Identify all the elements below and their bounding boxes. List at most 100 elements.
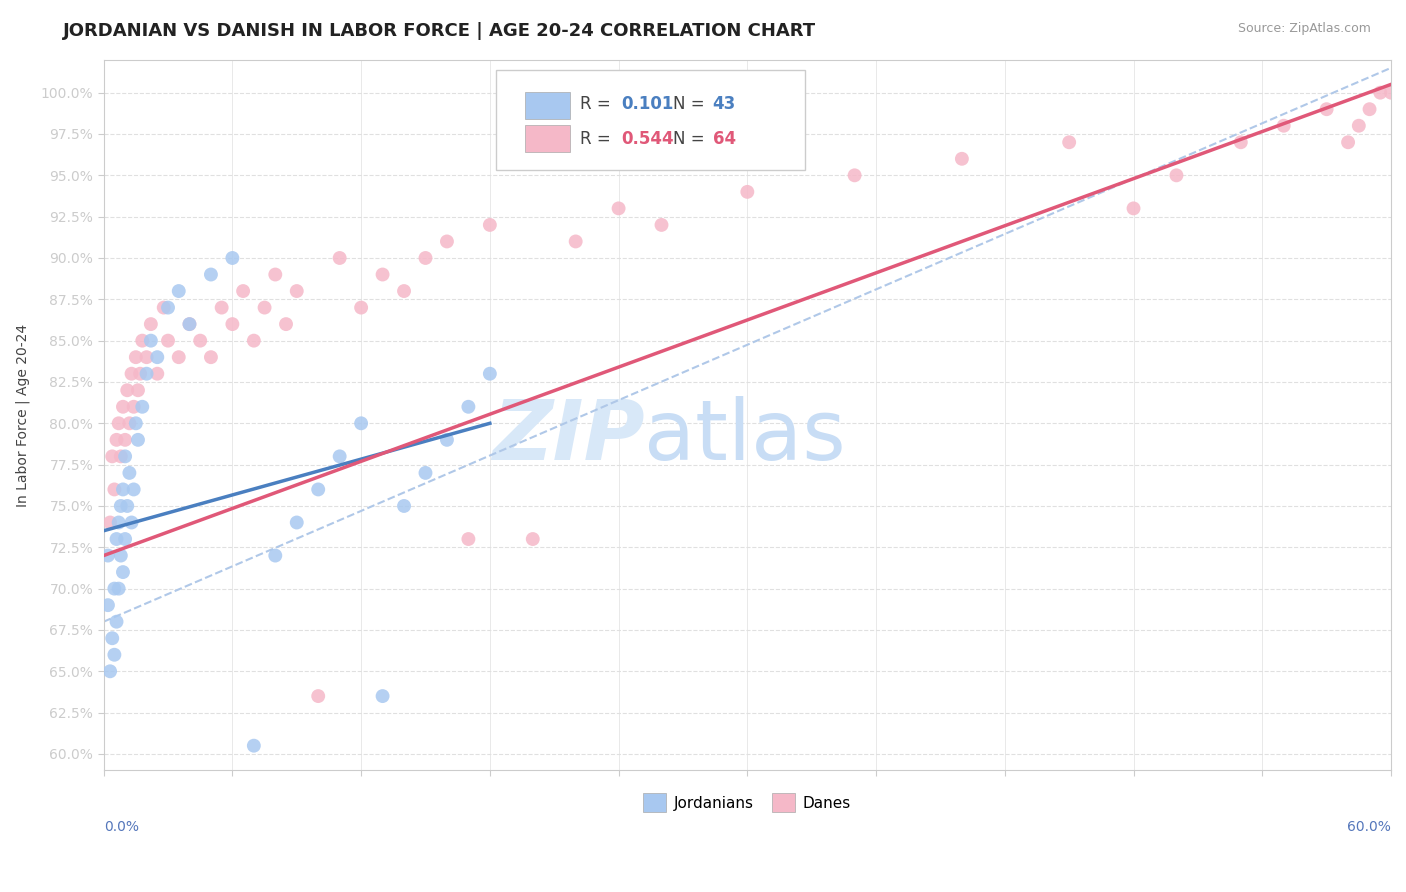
- Point: [110, 450, 132, 464]
- Point: [118, 417, 141, 431]
- Point: [307, 689, 329, 703]
- Point: [307, 483, 329, 497]
- Point: [371, 268, 394, 282]
- Point: [392, 499, 415, 513]
- Point: [146, 350, 169, 364]
- Point: [127, 433, 149, 447]
- Text: Source: ZipAtlas.com: Source: ZipAtlas.com: [1237, 22, 1371, 36]
- Point: [1316, 102, 1339, 116]
- Point: [167, 284, 190, 298]
- Point: [200, 350, 222, 364]
- Point: [350, 417, 373, 431]
- Text: N =: N =: [672, 95, 710, 113]
- Text: N =: N =: [672, 129, 710, 147]
- Point: [844, 169, 866, 183]
- Point: [103, 648, 125, 662]
- Point: [264, 268, 287, 282]
- Point: [105, 615, 128, 629]
- Point: [415, 251, 437, 265]
- Point: [392, 284, 415, 298]
- Point: [253, 301, 276, 315]
- Text: 0.0%: 0.0%: [104, 820, 139, 834]
- Point: [1230, 135, 1253, 149]
- Point: [221, 251, 243, 265]
- Point: [103, 483, 125, 497]
- Point: [139, 334, 162, 348]
- Point: [350, 301, 373, 315]
- Point: [107, 417, 129, 431]
- Point: [103, 582, 125, 596]
- Point: [243, 739, 266, 753]
- Point: [1347, 119, 1369, 133]
- Point: [131, 400, 153, 414]
- Point: [371, 689, 394, 703]
- Point: [415, 466, 437, 480]
- Point: [285, 516, 308, 530]
- Point: [97, 598, 120, 612]
- Point: [329, 450, 352, 464]
- Point: [436, 433, 458, 447]
- Point: [101, 631, 124, 645]
- Point: [457, 532, 479, 546]
- Point: [564, 235, 586, 249]
- Point: [167, 350, 190, 364]
- Legend: Jordanians, Danes: Jordanians, Danes: [636, 786, 859, 820]
- Point: [1166, 169, 1188, 183]
- Point: [114, 433, 136, 447]
- Point: [1272, 119, 1295, 133]
- Text: 64: 64: [713, 129, 735, 147]
- Y-axis label: In Labor Force | Age 20-24: In Labor Force | Age 20-24: [15, 324, 30, 507]
- Point: [1337, 135, 1360, 149]
- Point: [114, 532, 136, 546]
- Text: 0.101: 0.101: [621, 95, 673, 113]
- Point: [101, 450, 124, 464]
- FancyBboxPatch shape: [524, 92, 569, 119]
- Point: [179, 317, 201, 331]
- FancyBboxPatch shape: [524, 125, 569, 152]
- Point: [188, 334, 211, 348]
- Point: [1057, 135, 1080, 149]
- Point: [157, 301, 180, 315]
- Point: [650, 218, 672, 232]
- Point: [125, 350, 148, 364]
- Text: R =: R =: [579, 129, 616, 147]
- Point: [221, 317, 243, 331]
- Text: 0.544: 0.544: [621, 129, 673, 147]
- FancyBboxPatch shape: [496, 70, 806, 169]
- Text: 43: 43: [713, 95, 735, 113]
- Point: [329, 251, 352, 265]
- Point: [118, 466, 141, 480]
- Point: [478, 367, 501, 381]
- Point: [110, 499, 132, 513]
- Text: R =: R =: [579, 95, 616, 113]
- Point: [117, 499, 139, 513]
- Point: [127, 383, 149, 397]
- Point: [1122, 202, 1144, 216]
- Point: [436, 235, 458, 249]
- Point: [131, 334, 153, 348]
- Point: [146, 367, 169, 381]
- Point: [457, 400, 479, 414]
- Point: [107, 516, 129, 530]
- Point: [97, 549, 120, 563]
- Point: [285, 284, 308, 298]
- Point: [950, 152, 973, 166]
- Text: JORDANIAN VS DANISH IN LABOR FORCE | AGE 20-24 CORRELATION CHART: JORDANIAN VS DANISH IN LABOR FORCE | AGE…: [63, 22, 817, 40]
- Point: [125, 417, 148, 431]
- Point: [111, 400, 134, 414]
- Point: [274, 317, 297, 331]
- Point: [129, 367, 152, 381]
- Point: [737, 185, 759, 199]
- Point: [478, 218, 501, 232]
- Point: [135, 367, 157, 381]
- Point: [157, 334, 180, 348]
- Point: [1369, 86, 1392, 100]
- Point: [98, 516, 121, 530]
- Point: [232, 284, 254, 298]
- Point: [139, 317, 162, 331]
- Point: [152, 301, 174, 315]
- Point: [111, 483, 134, 497]
- Point: [117, 383, 139, 397]
- Point: [522, 532, 544, 546]
- Point: [179, 317, 201, 331]
